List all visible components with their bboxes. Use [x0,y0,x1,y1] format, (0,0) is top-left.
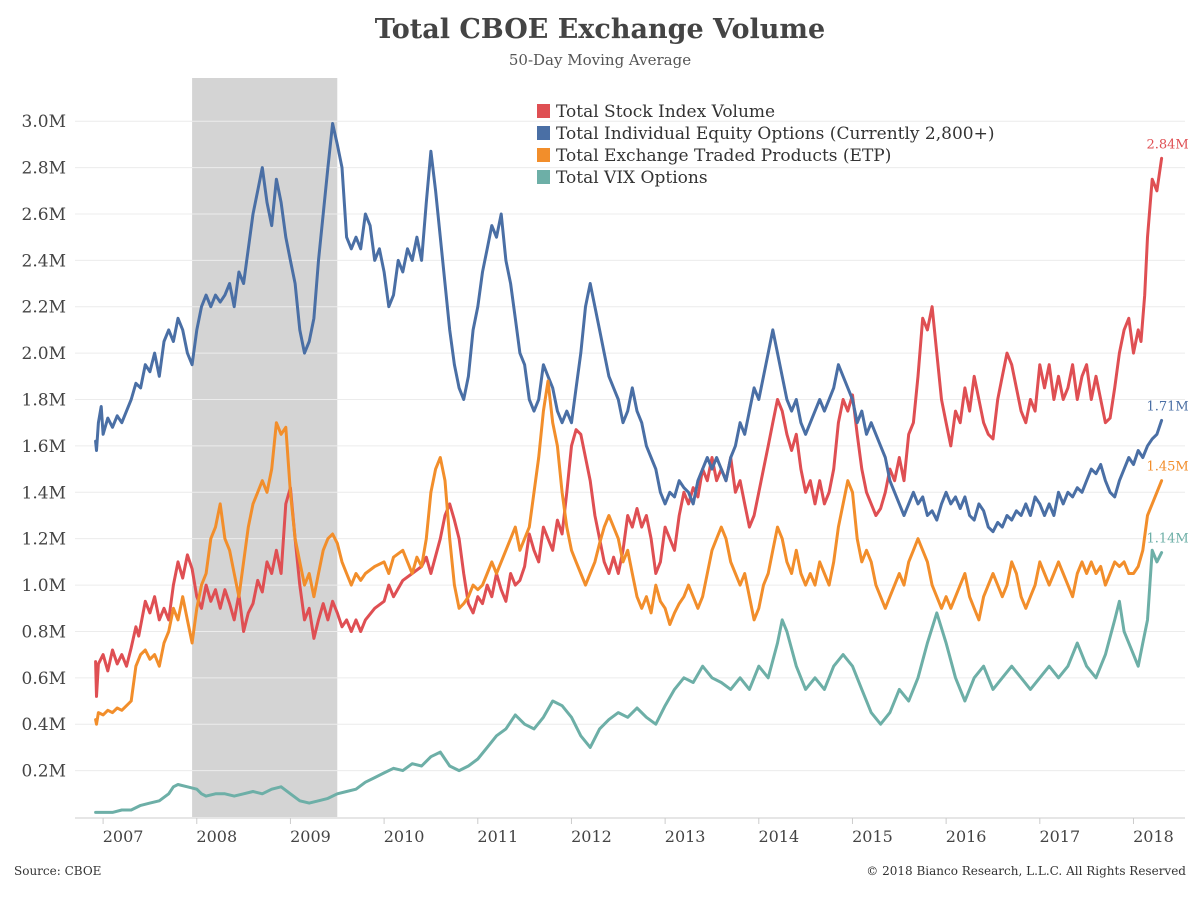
y-tick-label: 0.6M [22,669,66,689]
x-tick-label: 2014 [758,827,799,846]
x-tick-label: 2012 [571,827,612,846]
source-note: Source: CBOE [14,864,102,878]
legend-swatch [537,148,550,162]
y-tick-label: 2.4M [22,251,66,271]
x-tick-label: 2009 [290,827,331,846]
y-tick-label: 3.0M [22,112,66,132]
legend-label: Total Stock Index Volume [556,102,775,122]
y-tick-label: 1.0M [22,576,66,596]
chart-subtitle: 50-Day Moving Average [508,51,692,69]
y-tick-label: 2.2M [22,298,66,318]
legend-label: Total Exchange Traded Products (ETP) [556,146,891,166]
series-line [94,122,1164,534]
y-tick-label: 1.2M [22,530,66,550]
end-value-label: 2.84M [1146,137,1188,152]
x-axis: 2007 2008 2009 2010 2011 2012 2013 2014 2015 2016… [102,818,1174,846]
y-axis: 0.2M 0.4M 0.6M 0.8M 1.0M 1.2M 1.4M 1.6M 1.8M 2.0M… [22,112,66,781]
y-tick-label: 2.0M [22,344,66,364]
x-tick-label: 2007 [103,827,144,846]
series-lines [94,122,1164,814]
x-tick-label: 2016 [946,827,987,846]
y-tick-label: 1.8M [22,391,66,411]
x-tick-label: 2008 [196,827,237,846]
x-tick-label: 2015 [852,827,893,846]
series-line [94,548,1164,814]
y-tick-label: 2.8M [22,159,66,179]
x-tick-label: 2018 [1133,827,1174,846]
y-tick-label: 0.2M [22,762,66,782]
legend-label: Total Individual Equity Options (Current… [556,124,994,144]
series-line [94,379,1164,726]
legend-swatch [537,126,550,140]
recession-shading [192,78,338,817]
legend-swatch [537,170,550,184]
y-tick-label: 2.6M [22,205,66,225]
copyright-note: © 2018 Bianco Research, L.L.C. All Right… [866,864,1186,878]
series-line [94,156,1164,698]
x-tick-label: 2011 [477,827,518,846]
end-labels: 2.84M 1.71M 1.45M 1.14M [1146,137,1188,546]
legend-label: Total VIX Options [556,168,708,188]
x-tick-label: 2010 [384,827,425,846]
x-tick-label: 2013 [665,827,706,846]
y-tick-label: 0.8M [22,622,66,642]
y-tick-label: 1.6M [22,437,66,457]
end-value-label: 1.71M [1146,399,1188,414]
y-tick-label: 0.4M [22,715,66,735]
end-value-label: 1.45M [1146,460,1188,475]
x-tick-label: 2017 [1039,827,1080,846]
legend-swatch [537,104,550,118]
y-tick-label: 1.4M [22,483,66,503]
chart-title: Total CBOE Exchange Volume [374,14,826,45]
end-value-label: 1.14M [1146,532,1188,547]
gridlines [75,120,1185,772]
